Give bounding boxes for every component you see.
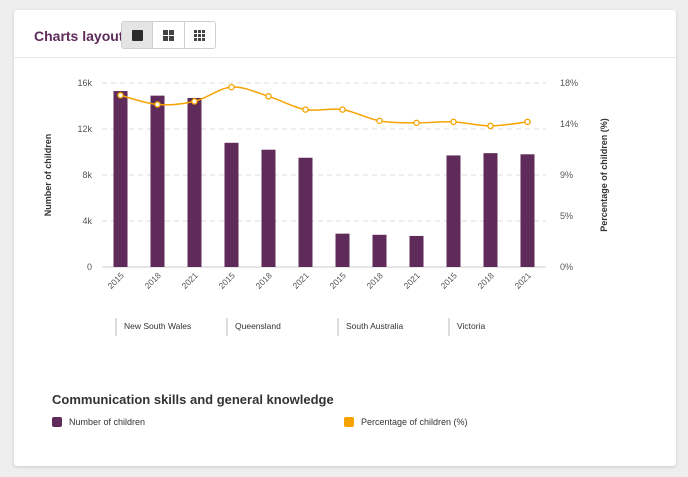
- nine-chart-layout-button[interactable]: [184, 22, 215, 48]
- bar: [150, 95, 165, 268]
- y-axis-title: Number of children: [43, 134, 53, 217]
- group-label: Queensland: [235, 321, 281, 331]
- single-chart-layout-button[interactable]: [122, 22, 154, 48]
- y2-tick-label: 9%: [560, 170, 573, 180]
- x-tick-label: 2015: [327, 270, 348, 291]
- charts-layout-label: Charts layout:: [34, 28, 129, 44]
- percentage-line: [120, 86, 528, 127]
- x-tick-label: 2018: [364, 270, 385, 291]
- line-point: [413, 119, 420, 127]
- line-point: [117, 92, 124, 99]
- y-tick-label: 16k: [77, 78, 92, 88]
- line-point: [487, 122, 494, 130]
- single-chart-layout-icon: [131, 29, 143, 41]
- x-tick-label: 2018: [253, 270, 274, 291]
- four-chart-layout-button[interactable]: [153, 22, 185, 48]
- four-chart-layout-icon: [162, 29, 174, 41]
- bar: [187, 97, 202, 267]
- nine-chart-layout-icon: [194, 29, 206, 41]
- line-point: [228, 83, 235, 91]
- x-tick-label: 2015: [105, 270, 126, 291]
- legend-item-number[interactable]: Number of children: [52, 417, 145, 427]
- line-point: [524, 118, 531, 126]
- x-tick-label: 2018: [475, 270, 496, 291]
- legend-swatch-percentage: [344, 417, 354, 427]
- line-point: [376, 117, 383, 125]
- group-label: New South Wales: [124, 321, 191, 331]
- bar: [261, 149, 276, 267]
- bar: [372, 234, 387, 267]
- bar: [446, 155, 461, 267]
- x-tick-label: 2018: [142, 270, 163, 291]
- line-point: [154, 101, 161, 108]
- group-label: South Australia: [346, 321, 403, 331]
- y2-tick-label: 0%: [560, 262, 573, 272]
- legend-label-percentage: Percentage of children (%): [361, 417, 468, 427]
- line-point: [191, 98, 198, 105]
- line-point: [450, 118, 457, 126]
- x-tick-label: 2021: [179, 270, 200, 291]
- x-tick-label: 2015: [438, 270, 459, 291]
- line-point: [339, 106, 346, 113]
- bar: [224, 142, 239, 267]
- combo-chart: 0 4k 8k 12k 16k 0% 5% 9% 14% 18% Number of childre…: [43, 78, 609, 336]
- line-point: [265, 93, 272, 100]
- chart-toolbar: Charts layout:: [14, 10, 676, 58]
- line-point: [302, 106, 309, 113]
- bar: [298, 157, 313, 267]
- chart-title: Communication skills and general knowled…: [52, 392, 334, 407]
- y-tick-label: 8k: [82, 170, 92, 180]
- legend-label-number: Number of children: [69, 417, 146, 427]
- x-tick-label: 2021: [401, 270, 422, 291]
- group-label: Victoria: [457, 321, 485, 331]
- y-tick-label: 0: [87, 262, 92, 272]
- bar: [520, 154, 535, 267]
- y2-tick-label: 18%: [560, 78, 578, 88]
- legend-item-percentage[interactable]: Percentage of children (%): [344, 417, 468, 427]
- charts-layout-toggle: [121, 21, 216, 49]
- chart-card: Charts layout: 0 4k 8k 12k 16k 0% 5% 9% 14% 18% Nu…: [14, 10, 676, 466]
- bar: [335, 233, 350, 267]
- bar: [113, 91, 128, 267]
- y2-axis-title: Percentage of children (%): [599, 118, 609, 232]
- x-tick-label: 2015: [216, 270, 237, 291]
- x-tick-label: 2021: [512, 270, 533, 291]
- bar: [483, 153, 498, 267]
- y2-tick-label: 14%: [560, 119, 578, 129]
- y2-tick-label: 5%: [560, 211, 573, 221]
- y-tick-label: 12k: [77, 124, 92, 134]
- x-tick-label: 2021: [290, 270, 311, 291]
- y-tick-label: 4k: [82, 216, 92, 226]
- bar: [409, 235, 424, 267]
- legend-swatch-number: [52, 417, 62, 427]
